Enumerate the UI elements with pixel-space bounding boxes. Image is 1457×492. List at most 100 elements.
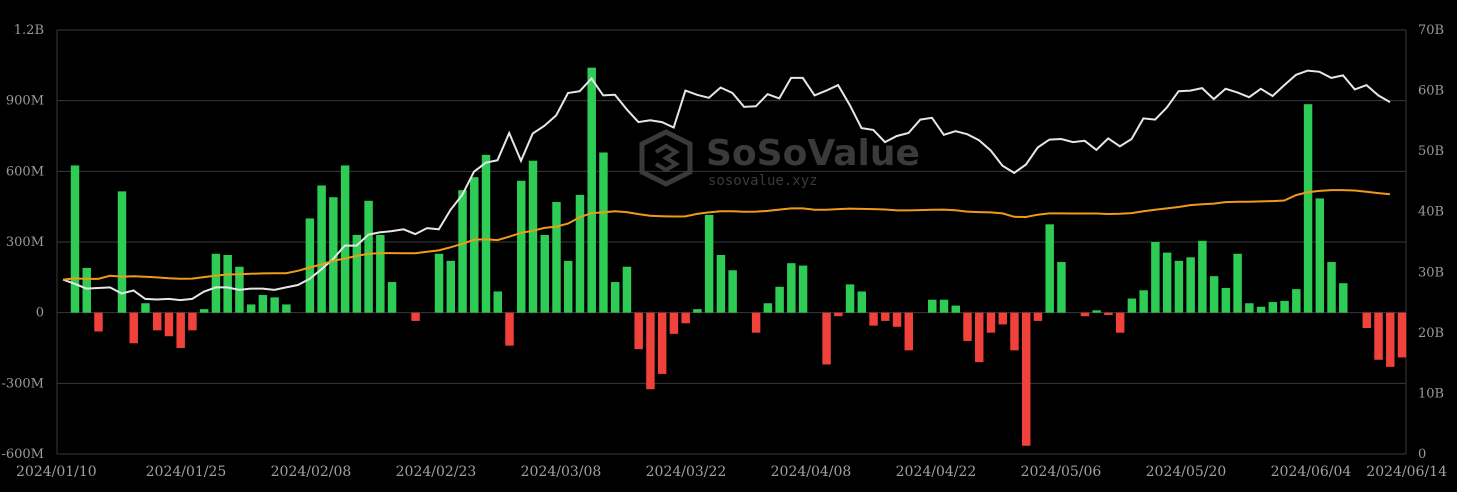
x-tick-label: 2024/05/06 xyxy=(1021,464,1102,480)
flow-bar xyxy=(1151,242,1160,313)
right-tick-label: 20B xyxy=(1418,326,1444,341)
flow-bar xyxy=(646,312,655,390)
flow-bar xyxy=(387,282,397,313)
flow-bar xyxy=(94,312,103,332)
flow-bar xyxy=(716,254,726,313)
flow-bar xyxy=(1186,257,1195,313)
flow-bar xyxy=(975,312,984,363)
flow-bar xyxy=(775,286,784,313)
flow-bar xyxy=(1209,276,1219,313)
x-tick-label: 2024/01/10 xyxy=(16,464,97,480)
flow-bar xyxy=(939,299,949,313)
orange-series-line xyxy=(62,189,1391,281)
right-tick-label: 70B xyxy=(1418,23,1444,38)
x-tick-label: 2024/04/08 xyxy=(771,464,852,480)
right-tick-label: 40B xyxy=(1418,205,1444,220)
flow-bar xyxy=(622,266,632,313)
flow-bar xyxy=(1162,252,1172,313)
right-tick-label: 50B xyxy=(1418,144,1444,159)
flow-bar xyxy=(1104,312,1113,316)
flow-bar xyxy=(928,299,937,313)
flow-bar xyxy=(1010,312,1019,351)
x-tick-label: 2024/01/25 xyxy=(146,464,227,480)
flow-bar xyxy=(517,180,526,313)
flow-bar xyxy=(446,260,456,313)
flow-bar xyxy=(634,312,643,350)
flow-bar xyxy=(1386,312,1395,367)
flow-bar xyxy=(1292,289,1301,313)
x-tick-label: 2024/06/14 xyxy=(1366,464,1447,480)
flow-bar xyxy=(1139,290,1148,313)
right-tick-label: 0 xyxy=(1418,447,1426,462)
flow-bar xyxy=(505,312,514,346)
flow-bar xyxy=(704,214,714,313)
flow-bar xyxy=(1057,262,1066,313)
flow-bar xyxy=(587,67,596,313)
right-tick-label: 60B xyxy=(1418,84,1444,99)
flow-bar xyxy=(1362,312,1371,328)
flow-bar xyxy=(211,253,221,313)
x-axis: 2024/01/10 2024/01/25 2024/02/08 2024/02/23… xyxy=(16,464,1447,480)
flow-bar xyxy=(340,165,350,313)
sosovalue-logo-icon xyxy=(639,129,693,187)
flow-bar xyxy=(1268,302,1278,313)
flow-bar xyxy=(904,312,914,351)
flow-bar xyxy=(411,312,420,321)
flow-bar xyxy=(822,312,831,365)
flow-bar xyxy=(1198,240,1207,313)
flow-bar xyxy=(258,295,268,313)
flow-bar xyxy=(141,303,150,313)
x-tick-label: 2024/06/04 xyxy=(1271,464,1352,480)
flow-bar xyxy=(470,177,479,313)
flow-bar xyxy=(246,304,256,313)
left-tick-label: -600M xyxy=(1,447,44,462)
flow-bar xyxy=(998,312,1007,325)
flow-bar xyxy=(1127,298,1137,313)
watermark-url: sosovalue.xyz xyxy=(708,173,818,189)
flow-bar xyxy=(575,194,585,313)
flow-bar xyxy=(199,309,209,313)
x-tick-label: 2024/03/22 xyxy=(646,464,727,480)
flow-bar xyxy=(881,312,890,321)
left-tick-label: 300M xyxy=(6,235,44,250)
left-tick-label: 600M xyxy=(6,164,44,179)
flow-bar xyxy=(892,312,902,327)
x-tick-label: 2024/02/08 xyxy=(271,464,352,480)
flow-bar xyxy=(493,291,502,313)
x-tick-label: 2024/03/08 xyxy=(521,464,602,480)
flow-bar xyxy=(82,267,91,313)
flow-bar xyxy=(1021,312,1031,446)
flow-bar xyxy=(305,218,315,313)
flow-bar xyxy=(1256,306,1266,313)
flow-bar xyxy=(481,154,491,313)
x-tick-label: 2024/02/23 xyxy=(396,464,477,480)
flow-bar xyxy=(1245,303,1254,313)
flow-bar xyxy=(1221,287,1231,313)
flow-bar xyxy=(1115,312,1125,333)
flow-bar xyxy=(951,305,960,313)
flow-bar xyxy=(129,312,138,344)
flow-bar xyxy=(176,312,185,348)
flow-bar xyxy=(798,265,808,313)
flow-bar xyxy=(1327,262,1336,313)
right-axis: 70B 60B 50B 40B 30B 20B 10B 0 xyxy=(1418,23,1444,462)
flow-bar xyxy=(317,185,326,313)
flow-bar xyxy=(458,190,467,313)
flow-bar xyxy=(376,234,385,313)
flow-bar xyxy=(329,197,338,313)
flow-bar xyxy=(540,234,549,313)
flow-bar xyxy=(1315,198,1325,313)
flow-bar xyxy=(552,201,561,313)
flow-bar xyxy=(845,284,855,313)
flow-bar xyxy=(117,191,127,313)
flow-bar xyxy=(352,234,362,313)
flow-bar xyxy=(70,165,80,313)
flow-bar xyxy=(152,312,162,331)
left-tick-label: 0 xyxy=(36,306,44,321)
flow-bar xyxy=(563,260,573,313)
left-tick-label: 1.2B xyxy=(14,23,44,38)
flow-bar xyxy=(1045,224,1054,313)
flow-bar xyxy=(270,297,279,313)
